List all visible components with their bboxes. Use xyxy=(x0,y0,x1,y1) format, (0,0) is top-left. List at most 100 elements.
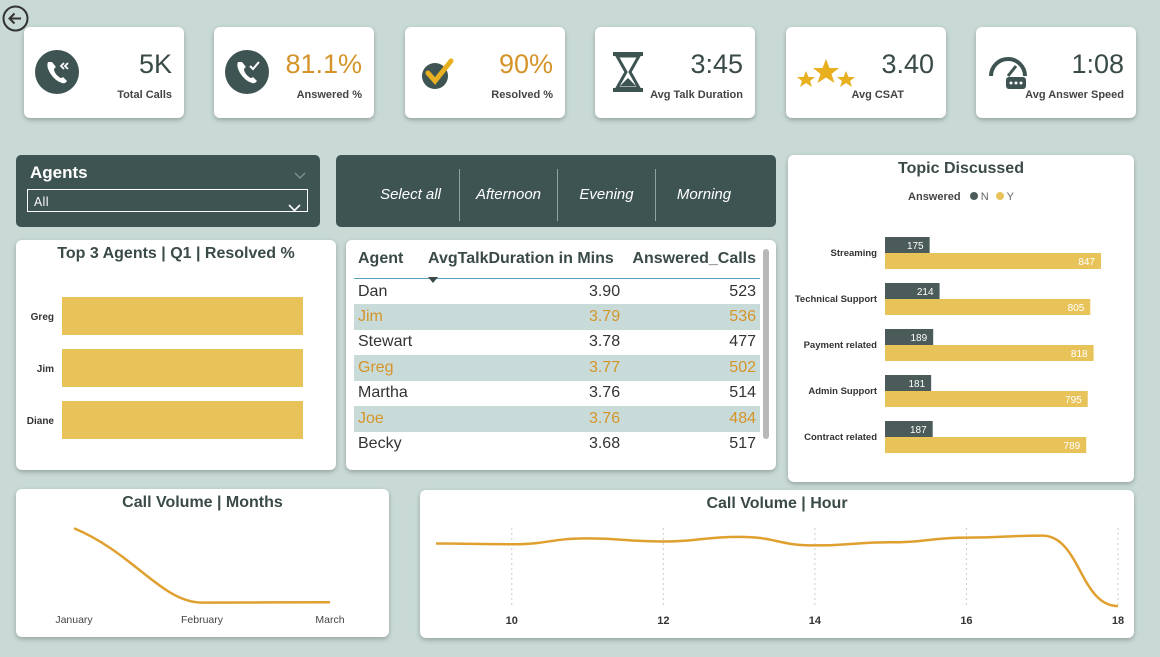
shift-option-morning[interactable]: Morning xyxy=(676,186,732,203)
agent-bar xyxy=(62,401,303,439)
speedometer-icon xyxy=(986,49,1034,97)
kpi-label: Total Calls xyxy=(117,89,172,101)
sort-desc-icon xyxy=(428,270,438,288)
topic-title: Topic Discussed xyxy=(898,160,1024,177)
kpi-label: Resolved % xyxy=(491,89,553,101)
topic-bar-n-value: 187 xyxy=(910,425,927,436)
topic-bar-n-value: 175 xyxy=(907,241,924,252)
table-header-row: Agent AvgTalkDuration in Mins Answered_C… xyxy=(354,248,760,283)
back-arrow-icon[interactable] xyxy=(2,5,29,32)
shift-option-afternoon[interactable]: Afternoon xyxy=(460,169,558,221)
cell-answered: 477 xyxy=(729,333,756,351)
topic-bar-n-value: 189 xyxy=(911,333,928,344)
col-header-answered[interactable]: Answered_Calls xyxy=(632,250,756,267)
topic-bar-n xyxy=(885,329,934,345)
table-row[interactable]: Martha 3.76 514 xyxy=(354,381,760,407)
cell-agent: Greg xyxy=(354,355,424,381)
cell-agent: Stewart xyxy=(358,333,413,351)
shift-option-select-all[interactable]: Select all xyxy=(362,169,460,221)
topic-svg: Streaming 175 847 Technical Support 214 805 Pa… xyxy=(795,237,1101,453)
shift-slicer: Select all Afternoon Evening Morning xyxy=(336,155,776,227)
agent-bar xyxy=(62,349,303,387)
hours-svg: 10 12 14 16 18 xyxy=(435,528,1124,627)
topic-bar-y-value: 847 xyxy=(1078,257,1095,268)
topic-bar-n xyxy=(885,237,930,253)
phone-icon xyxy=(34,49,82,97)
legend-y-label: Y xyxy=(1006,191,1014,203)
table-row[interactable]: Stewart 3.78 477 xyxy=(354,330,760,356)
hour-tick-label: 16 xyxy=(960,615,972,627)
kpi-label: Avg CSAT xyxy=(851,89,904,101)
agent-table-card: Agent AvgTalkDuration in Mins Answered_C… xyxy=(346,240,776,470)
cell-agent: Dan xyxy=(358,282,388,300)
hour-tick-label: 18 xyxy=(1112,615,1124,627)
agents-slicer: Agents All xyxy=(16,155,320,227)
cell-avg-talk: 3.79 xyxy=(424,304,625,330)
kpi-value: 3:45 xyxy=(690,49,743,79)
months-title: Call Volume | Months xyxy=(122,494,283,511)
topic-bar-n-value: 181 xyxy=(908,379,925,390)
table-row[interactable]: Greg 3.77 502 xyxy=(354,355,760,381)
table-row[interactable]: Becky 3.68 517 xyxy=(354,432,760,458)
col-header-agent[interactable]: Agent xyxy=(358,250,404,267)
month-tick-label: March xyxy=(315,614,344,626)
topic-chart: Topic Discussed Answered N Y Streaming 17… xyxy=(788,155,1134,482)
months-chart: Call Volume | Months January February Marc… xyxy=(16,489,389,637)
checkmark-icon xyxy=(415,49,463,97)
bar-label: Greg xyxy=(31,312,54,323)
top-agents-chart: Top 3 Agents | Q1 | Resolved % Greg Jim Di… xyxy=(16,240,336,470)
topic-bar-y-value: 795 xyxy=(1065,395,1082,406)
cell-answered: 523 xyxy=(729,282,756,300)
topic-bar-y-value: 805 xyxy=(1068,303,1085,314)
bar-label: Diane xyxy=(27,416,55,427)
cell-agent: Martha xyxy=(358,384,408,402)
topic-bar-y xyxy=(885,299,1091,315)
top-agents-svg: Greg Jim Diane xyxy=(27,297,303,439)
topic-label: Streaming xyxy=(831,248,878,259)
agents-slicer-caret-icon xyxy=(294,165,306,180)
month-tick-label: January xyxy=(55,614,93,626)
legend-n-dot xyxy=(969,192,978,200)
cell-avg-talk: 3.78 xyxy=(588,333,621,351)
topic-bar-n xyxy=(885,375,932,391)
cell-avg-talk: 3.76 xyxy=(424,406,625,432)
table-row[interactable]: Jim 3.79 536 xyxy=(354,304,760,330)
months-line xyxy=(73,527,331,604)
topic-label: Payment related xyxy=(804,340,878,351)
kpi-label: Avg Talk Duration xyxy=(650,89,743,101)
topic-bar-n-value: 214 xyxy=(917,287,934,298)
bar-label: Jim xyxy=(37,364,54,375)
col-header-avg-talk[interactable]: AvgTalkDuration in Mins xyxy=(424,248,624,283)
cell-agent: Becky xyxy=(358,435,402,453)
kpi-value: 3.40 xyxy=(881,49,934,79)
hours-line xyxy=(435,534,1119,608)
shift-option-evening[interactable]: Evening xyxy=(558,169,656,221)
phone-check-icon xyxy=(224,49,272,97)
topic-bar-y-value: 818 xyxy=(1071,349,1088,360)
months-svg: January February March xyxy=(55,527,345,626)
cell-avg-talk: 3.76 xyxy=(588,384,621,402)
cell-answered: 514 xyxy=(729,384,756,402)
cell-agent: Jim xyxy=(354,304,424,330)
kpi-avg-csat: 3.40 Avg CSAT xyxy=(786,27,946,118)
topic-legend: Answered N Y xyxy=(788,191,1134,203)
agents-dropdown[interactable]: All xyxy=(27,189,308,212)
kpi-answered: 81.1% Answered % xyxy=(214,27,374,118)
agents-slicer-title: Agents xyxy=(30,163,88,182)
agent-bar xyxy=(62,297,303,335)
topic-bar-y xyxy=(885,437,1087,453)
table-scrollbar[interactable] xyxy=(763,249,769,439)
topic-bar-y-value: 789 xyxy=(1064,441,1081,452)
kpi-label: Avg Answer Speed xyxy=(1025,89,1124,101)
cell-answered: 536 xyxy=(624,304,760,330)
table-row[interactable]: Joe 3.76 484 xyxy=(354,406,760,432)
agent-table: Agent AvgTalkDuration in Mins Answered_C… xyxy=(354,248,760,457)
legend-n-label: N xyxy=(980,191,989,203)
topic-bar-y xyxy=(885,253,1101,269)
topic-bar-n xyxy=(885,421,933,437)
hours-chart: Call Volume | Hour 10 12 14 16 18 xyxy=(420,490,1134,638)
cell-avg-talk: 3.77 xyxy=(424,355,625,381)
cell-answered: 517 xyxy=(729,435,756,453)
cell-agent: Joe xyxy=(354,406,424,432)
table-row[interactable]: Dan 3.90 523 xyxy=(354,279,760,305)
